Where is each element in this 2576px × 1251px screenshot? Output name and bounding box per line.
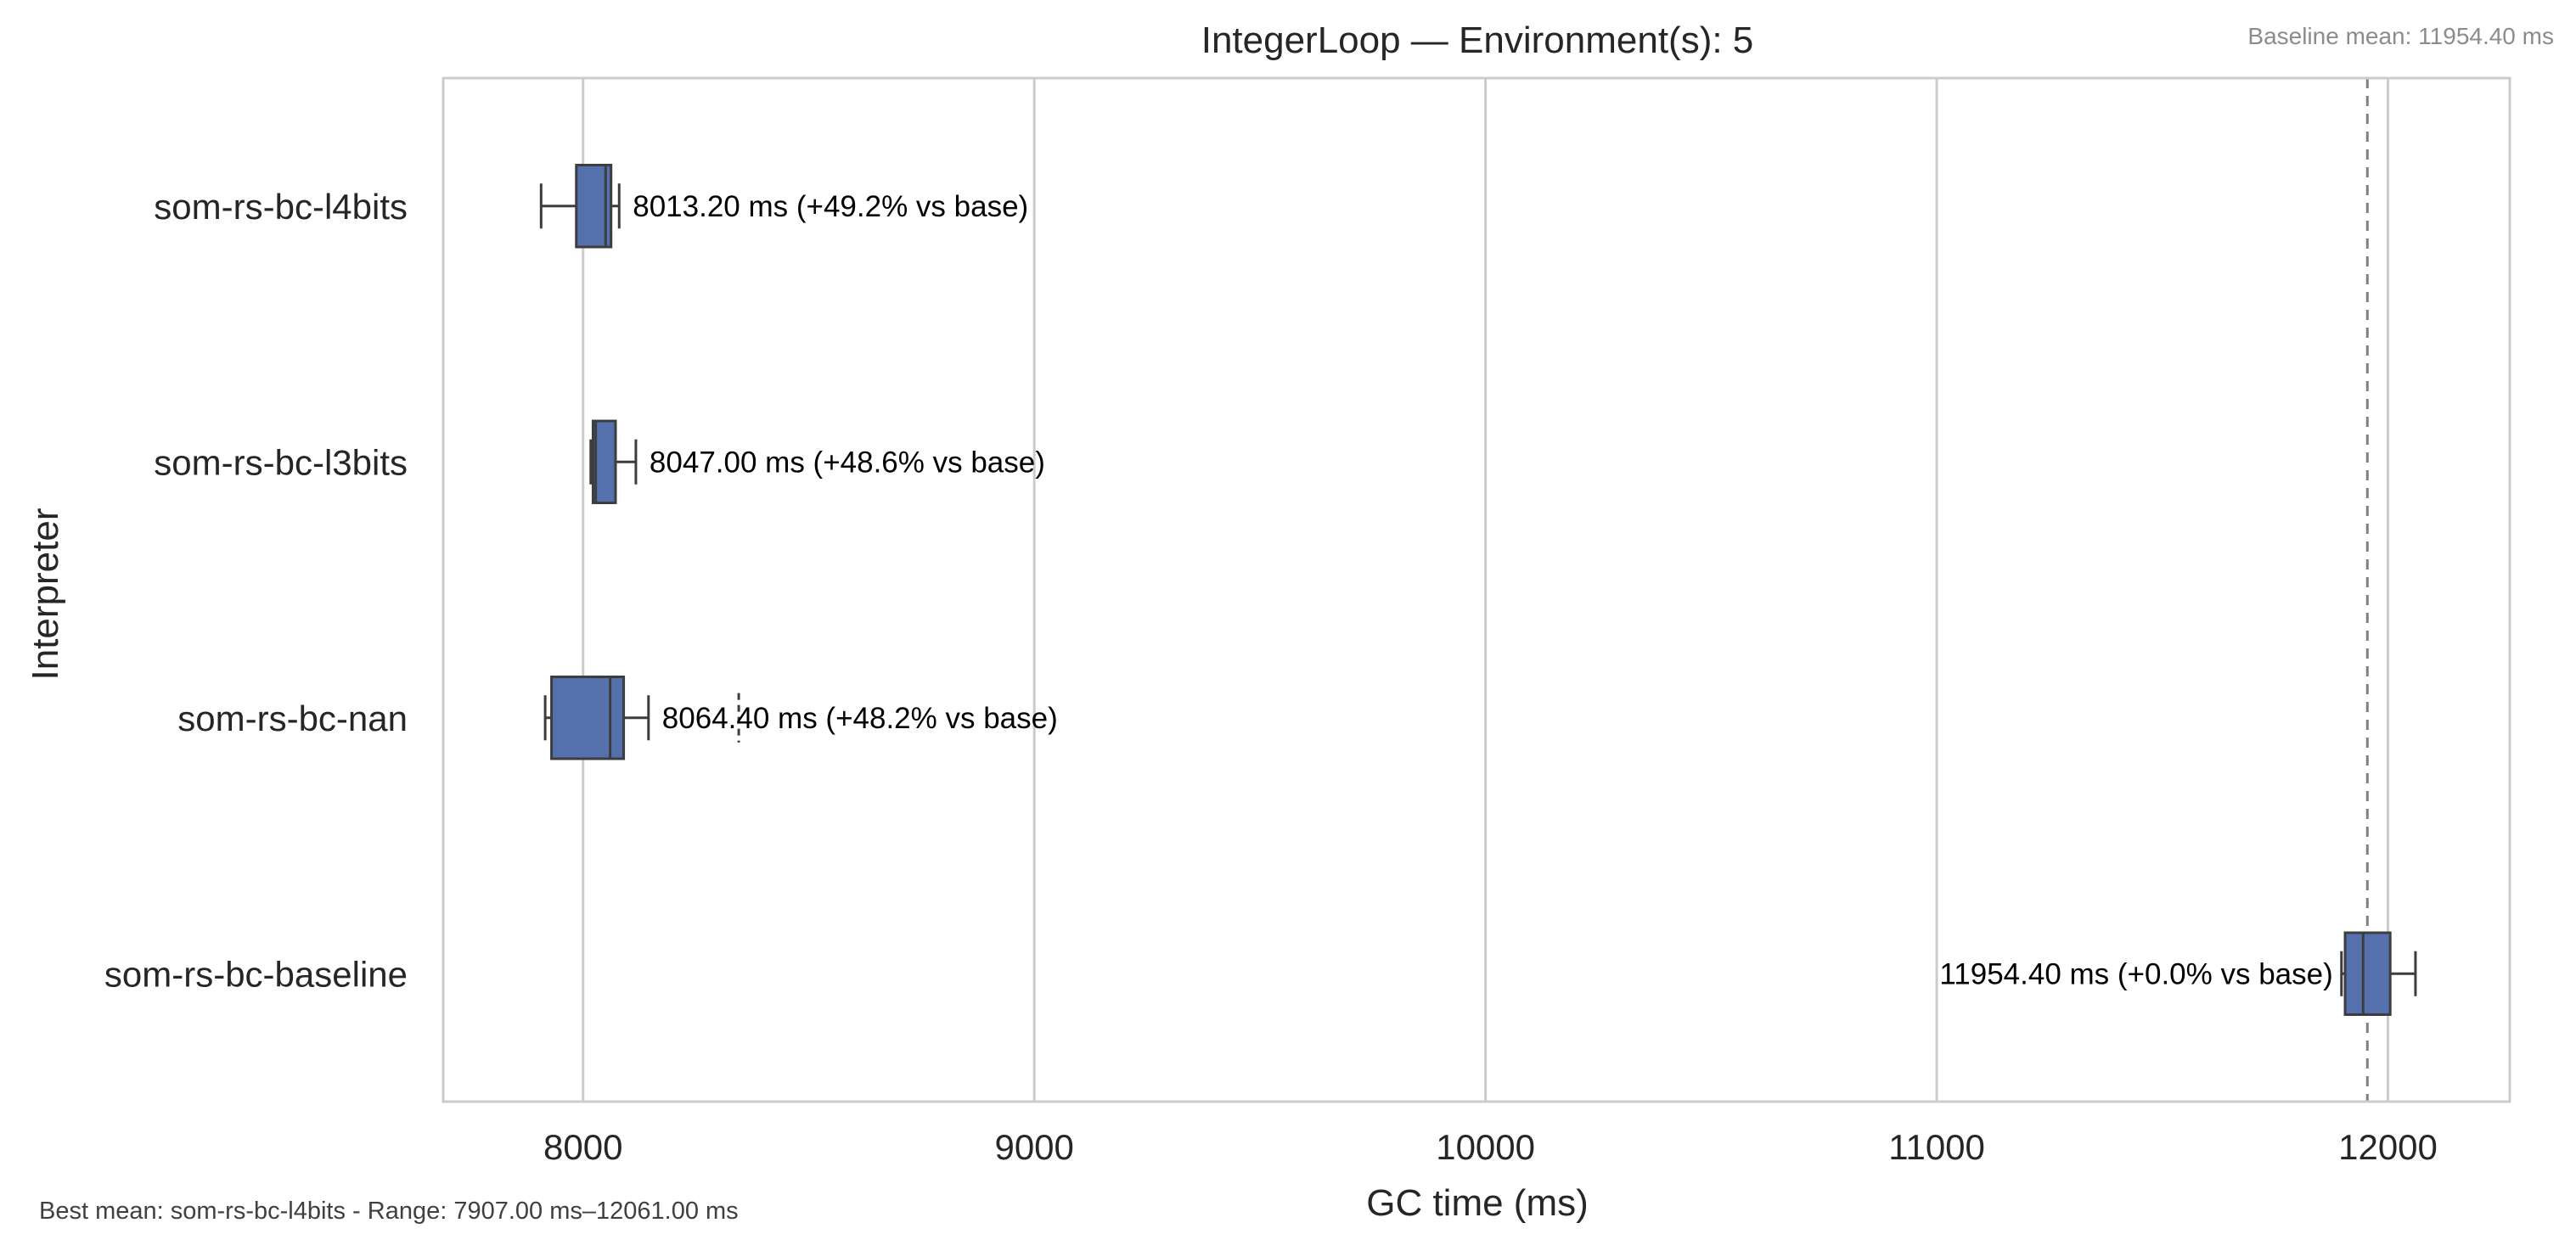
mean-labels: 8013.20 ms (+49.2% vs base) 8047.00 ms (+… [633,190,2333,991]
box-som-rs-bc-l3bits [589,419,638,504]
y-category-som-rs-bc-l4bits: som-rs-bc-l4bits [154,187,408,227]
baseline-mean-caption: Baseline mean: 11954.40 ms [2247,23,2554,49]
x-tick-label-10000: 10000 [1436,1127,1535,1167]
grid-lines [582,78,2390,1102]
iqr-box [2343,931,2392,1016]
x-tick-label-11000: 11000 [1888,1127,1985,1167]
x-tick-label-9000: 9000 [994,1127,1073,1167]
y-category-som-rs-bc-nan: som-rs-bc-nan [177,698,408,738]
mean-label-som-rs-bc-l3bits: 8047.00 ms (+48.6% vs base) [650,446,1045,479]
x-tick-label-12000: 12000 [2338,1127,2438,1167]
mean-label-som-rs-bc-l4bits: 8013.20 ms (+49.2% vs base) [633,190,1028,223]
box-som-rs-bc-nan [543,676,740,760]
y-axis-label: Interpreter [25,508,66,681]
iqr-box [550,676,626,760]
box-som-rs-bc-baseline [2340,931,2417,1016]
y-category-som-rs-bc-baseline: som-rs-bc-baseline [104,954,408,994]
mean-label-som-rs-bc-nan: 8064.40 ms (+48.2% vs base) [662,702,1058,735]
y-category-som-rs-bc-l3bits: som-rs-bc-l3bits [154,442,408,482]
x-tick-label-8000: 8000 [543,1127,622,1167]
mean-label-som-rs-bc-baseline: 11954.40 ms (+0.0% vs base) [1939,957,2332,990]
box-plots [539,164,2417,1016]
y-category-labels: som-rs-bc-l4bits som-rs-bc-l3bits som-rs-b… [104,187,408,995]
footer-note: Best mean: som-rs-bc-l4bits - Range: 790… [39,1198,739,1225]
x-tick-labels: 8000 9000 10000 11000 12000 [543,1127,2438,1167]
box-som-rs-bc-l4bits [539,164,621,249]
plot-frame [442,76,2511,1103]
x-axis-label: GC time (ms) [1366,1182,1589,1224]
chart-title: IntegerLoop — Environment(s): 5 [1201,20,1754,61]
